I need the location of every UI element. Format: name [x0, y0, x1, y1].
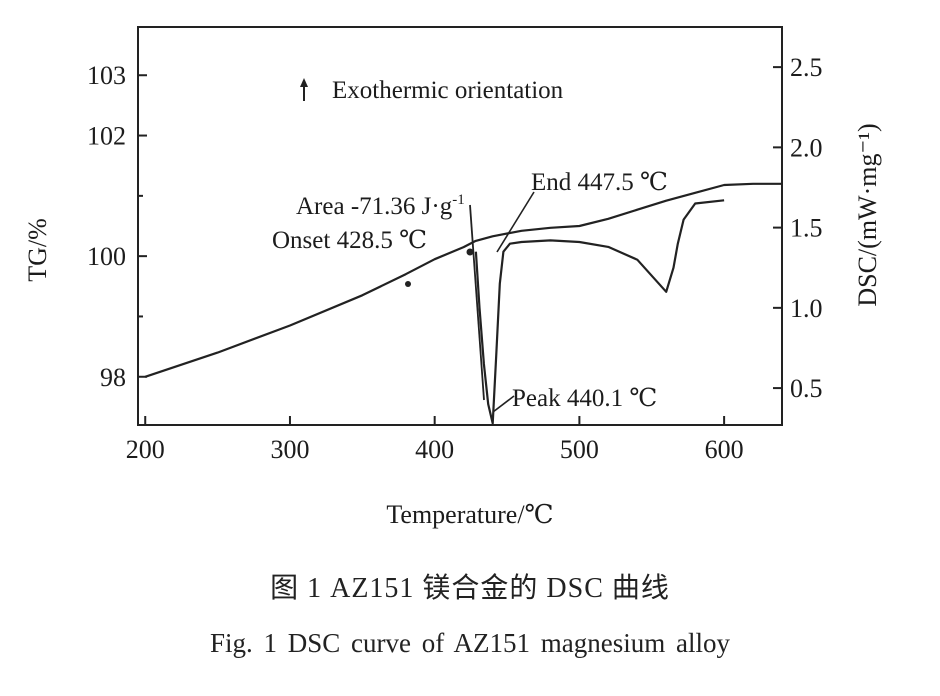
series-line-dsc — [474, 199, 725, 425]
leader-peak — [492, 395, 515, 413]
onset-marker — [466, 248, 474, 256]
figure-caption-cn: 图 1 AZ151 镁合金的 DSC 曲线 — [270, 573, 670, 604]
left-tick-label: 103 — [87, 61, 126, 90]
left-tick-label: 98 — [100, 363, 126, 392]
annotation-end: End 447.5 ℃ — [531, 169, 668, 196]
x-tick-label: 600 — [705, 435, 744, 464]
annotation-exothermic: Exothermic orientation — [332, 77, 564, 104]
annotation-area: Area -71.36 J·g-1 — [296, 192, 465, 220]
right-axis-title: DSC/(mW·mg⁻¹) — [853, 123, 882, 306]
figure-caption-en: Fig. 1 DSC curve of AZ151 magnesium allo… — [210, 628, 730, 658]
right-tick-label: 2.0 — [790, 133, 823, 162]
x-tick-label: 500 — [560, 435, 599, 464]
tg-marker — [405, 281, 411, 287]
left-axis-ticks: 98 100 102 103 — [87, 61, 147, 392]
right-axis-ticks: 0.5 1.0 1.5 2.0 2.5 — [773, 53, 823, 403]
annotation-onset: Onset 428.5 ℃ — [272, 227, 427, 254]
right-tick-label: 0.5 — [790, 374, 823, 403]
left-tick-label: 102 — [87, 122, 126, 151]
left-tick-label: 100 — [87, 242, 126, 271]
annotation-peak: Peak 440.1 ℃ — [512, 385, 657, 412]
leader-end — [496, 191, 535, 253]
right-tick-label: 2.5 — [790, 53, 823, 82]
left-axis-title: TG/% — [23, 218, 52, 282]
leader-area — [469, 204, 485, 401]
right-tick-label: 1.5 — [790, 214, 823, 243]
x-axis-title: Temperature/℃ — [386, 500, 553, 529]
right-tick-label: 1.0 — [790, 294, 823, 323]
x-axis-ticks: 200 300 400 500 600 — [126, 416, 744, 464]
x-tick-label: 300 — [270, 435, 309, 464]
series-line-tg — [144, 182, 782, 378]
plot-frame — [137, 26, 783, 426]
exothermic-arrow-icon — [300, 78, 308, 101]
x-tick-label: 200 — [126, 435, 165, 464]
dsc-tg-chart: 200 300 400 500 600 98 100 102 103 0.5 1.0 1.5 2.0… — [23, 26, 882, 529]
x-tick-label: 400 — [415, 435, 454, 464]
